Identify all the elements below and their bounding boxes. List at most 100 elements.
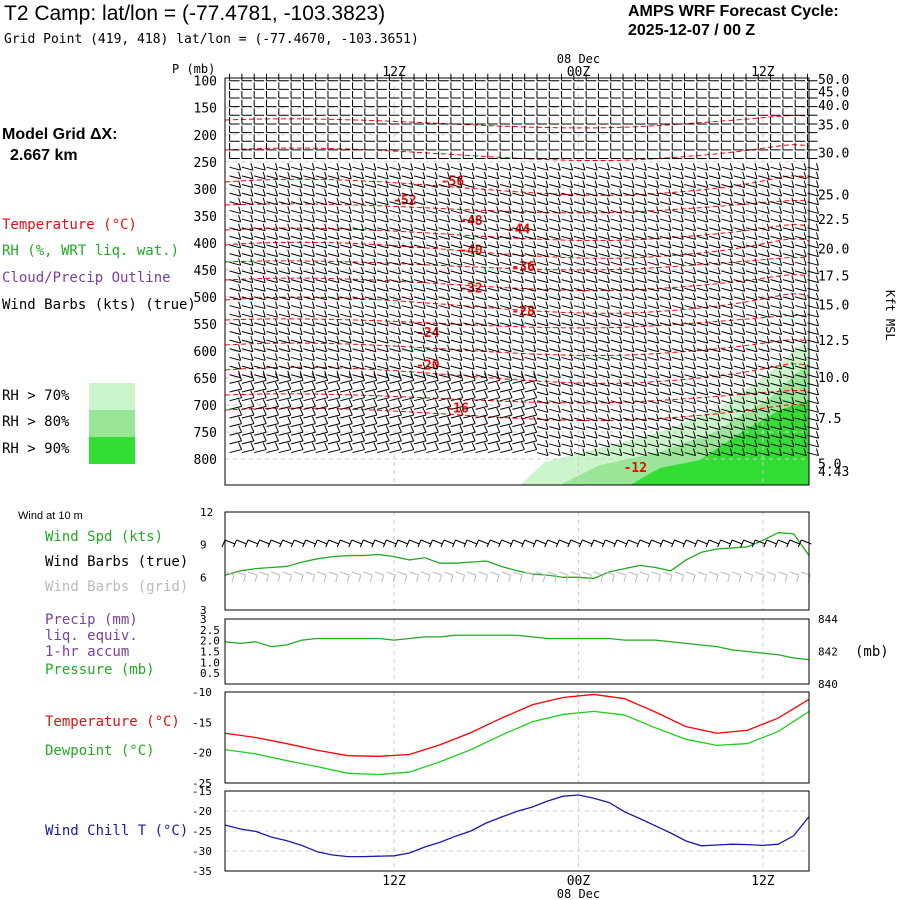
y2-axis-label: Kft MSL [883,290,897,341]
wind-barb [708,188,721,197]
wind-barb [622,422,635,431]
wind-barb [303,275,315,284]
wind-barb [487,90,498,99]
wind-barb [758,336,770,344]
wind-barb [499,197,512,206]
wind-barb [241,232,254,240]
wind-barb [377,433,390,445]
wind-barb [229,188,242,197]
wind-barb [327,197,340,206]
wind-barb [548,142,560,151]
wind-barb [696,99,707,108]
wind-barb [684,310,696,318]
wind-barb [745,266,758,275]
wind-barb [549,292,561,301]
wind-barb [278,240,291,249]
wind-barb [278,142,289,151]
wind-barb [622,318,635,327]
wind-barb [794,82,806,90]
wind-barb [708,439,721,448]
wind-barb [536,90,547,99]
wind-barb [487,373,501,384]
wind-barb [782,188,795,197]
wind-barb [352,240,365,249]
wind-barb [499,327,512,335]
wind-barb [425,116,437,125]
wind-barb [536,73,547,82]
wind-barb [352,90,363,99]
wind-barb [561,249,574,258]
wind-barb [241,206,254,214]
wind-barb [622,275,635,284]
wind-barb [352,284,365,292]
wind-barb [512,310,524,318]
temp-ytick-label: -25 [192,777,212,790]
wind-barb [733,266,746,275]
wind-barb [622,180,635,188]
wind-barb [364,249,377,258]
wind-barb [241,416,255,428]
wind-barb [598,249,610,258]
wind-barb [659,197,672,206]
wind-barb [266,163,278,171]
wind-barb [684,344,696,353]
wind-barb [598,439,610,448]
wind-barb [315,90,326,99]
wind-barb [672,240,684,249]
wind-barb [672,448,684,457]
wind-barb [266,344,278,353]
wind-barb-grid [720,571,731,583]
height-tick-label: 20.0 [818,242,849,257]
wind-barb [782,275,795,284]
wind-barb [573,206,586,214]
wind-barb [733,223,746,232]
wind-barb [364,82,375,90]
wind-barb [672,318,684,327]
wind-barb [733,125,744,134]
wind-barb [512,407,525,419]
wind-barb [463,310,475,318]
wind-barb [413,206,426,214]
wind-barb [315,197,328,206]
wind-barb [708,206,721,214]
wind-barb-true [624,539,639,548]
wind-barb [647,413,660,422]
wind-barb [327,336,340,344]
wind-barb [622,327,635,335]
wind-barb [302,134,314,142]
wind-barb [647,163,660,171]
wind-barb-grid [501,571,512,583]
wind-barb [758,232,770,240]
wind-barb [438,344,451,353]
wind-barb [561,171,574,180]
chill-ytick-label: -25 [192,825,212,838]
wind-barb [708,396,721,405]
wind-barb [450,407,464,419]
wind-barb [770,206,783,214]
wind-barb [795,188,807,197]
wind-barb [352,336,365,344]
wind-barb [352,373,366,384]
wind-barb-true [509,539,524,548]
wind-barb [708,405,721,413]
wind-barb [795,344,807,353]
wind-barb [401,108,412,116]
wind-barb [524,310,537,318]
wind-barb [647,448,660,457]
chill-ytick-label: -35 [192,865,212,878]
wind-barb [512,318,524,327]
wind-barb [549,232,561,240]
wind-barb [229,163,242,171]
wind-barb [463,373,476,384]
wind-barb-true [267,539,282,548]
wind-barb [659,249,672,258]
wind-barb [770,82,781,90]
wind-barb [413,344,426,353]
wind-barb [266,240,278,249]
wind-barb [770,99,781,108]
wind-barb [524,442,538,454]
wind-barb [610,206,623,214]
wind-barb [634,99,646,108]
wind-barb [302,99,314,108]
wind-barb [327,214,340,223]
